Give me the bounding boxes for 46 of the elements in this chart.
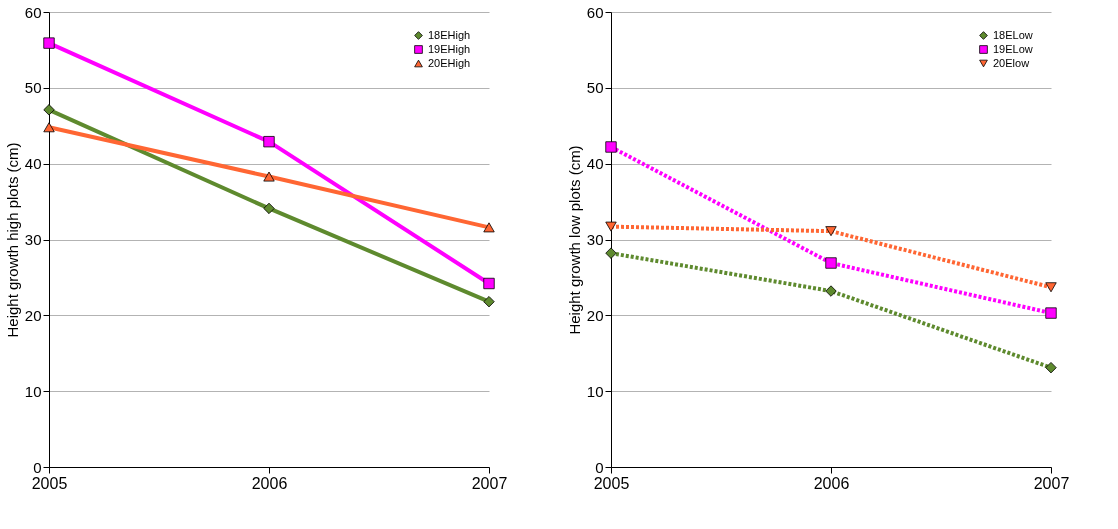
- point: [483, 277, 495, 290]
- legend-label: 19EHigh: [428, 42, 471, 55]
- point: [825, 285, 837, 297]
- legend-label: 18ELow: [993, 28, 1033, 41]
- y-tick-label: 20: [586, 306, 604, 324]
- y-tick-label: 0: [33, 458, 42, 476]
- point: [605, 221, 617, 232]
- legend-label: 20Elow: [993, 56, 1030, 69]
- y-tick-label: 50: [586, 79, 604, 97]
- y-tick-label: 40: [24, 155, 42, 173]
- point: [483, 296, 495, 308]
- point: [605, 141, 617, 153]
- y-tick-label: 50: [24, 79, 42, 97]
- point: [263, 171, 275, 182]
- point: [43, 104, 55, 116]
- point: [605, 247, 617, 259]
- point: [1045, 362, 1057, 374]
- y-tick-label: 60: [24, 3, 42, 21]
- x-tick-label: 2006: [813, 474, 850, 492]
- point: [43, 37, 55, 49]
- y-tick-label: 30: [24, 231, 42, 248]
- y-tick-label: 60: [586, 3, 604, 21]
- legend-label: 18EHigh: [428, 28, 471, 41]
- point: [1045, 307, 1057, 319]
- point: [825, 226, 837, 237]
- point: [43, 122, 55, 133]
- y-tick-label: 10: [24, 382, 42, 400]
- y-tick-label: 40: [586, 155, 604, 173]
- y-tick-label: 20: [24, 306, 42, 324]
- point: [483, 222, 495, 233]
- y-axis-title: Height growth high plots (cm): [3, 142, 21, 338]
- x-tick-label: 2006: [251, 474, 288, 492]
- y-axis-title: Height growth low plots (cm): [565, 145, 583, 335]
- x-tick-label: 2007: [471, 474, 508, 492]
- x-tick-label: 2005: [593, 474, 630, 492]
- point: [263, 202, 275, 215]
- y-tick-label: 10: [586, 382, 604, 400]
- x-tick-label: 2005: [31, 474, 68, 492]
- point: [825, 257, 837, 269]
- point: [1045, 282, 1057, 293]
- point: [263, 136, 275, 148]
- x-tick-label: 2007: [1033, 474, 1070, 492]
- y-tick-label: 0: [595, 458, 604, 476]
- legend-label: 20EHigh: [428, 56, 471, 69]
- y-tick-label: 30: [586, 231, 604, 248]
- legend-label: 19ELow: [993, 42, 1033, 55]
